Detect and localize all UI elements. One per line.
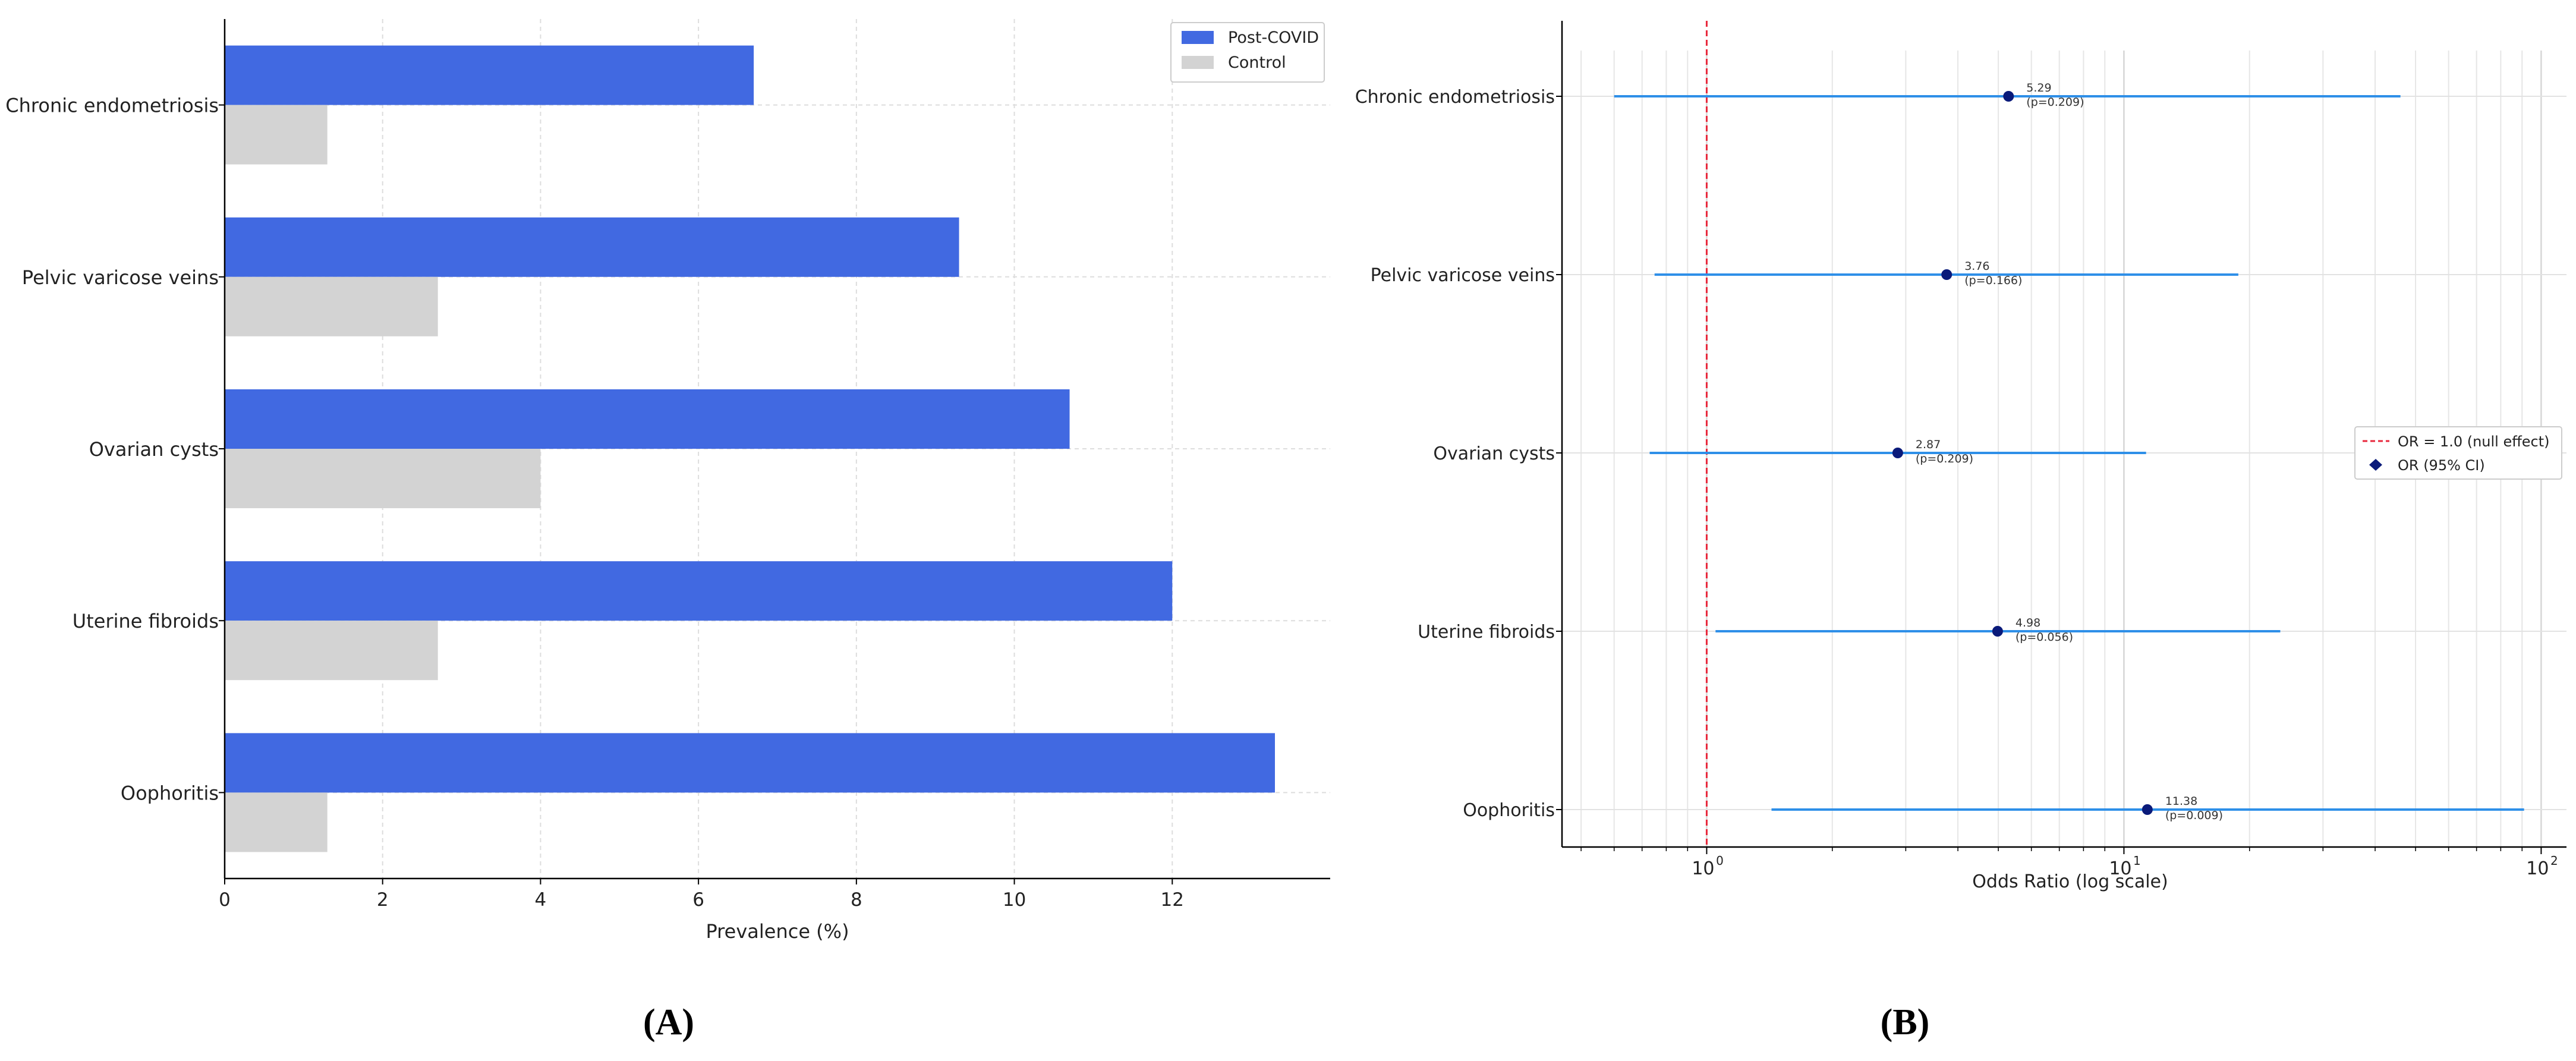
or-point-oophoritis: [2142, 804, 2153, 815]
legend-label: OR (95% CI): [2398, 457, 2485, 474]
legend: OR = 1.0 (null effect) OR (95% CI): [2354, 426, 2562, 480]
legend-label: Post-COVID: [1228, 29, 1319, 47]
or-value-label: 3.76: [1964, 260, 1989, 273]
x-tick-label: 6: [692, 889, 704, 911]
category-label: Chronic endometriosis: [1355, 87, 1555, 108]
or-point-pelvic-varicose-veins: [1941, 269, 1953, 280]
forest-plot-panel: 5.29(p=0.209)Chronic endometriosis3.76(p…: [1355, 21, 2566, 892]
bar-chart-panel: Chronic endometriosis Pelvic varicose vei…: [5, 19, 1330, 943]
p-value-label: (p=0.166): [1964, 274, 2022, 287]
x-axis-label: Prevalence (%): [706, 920, 849, 943]
bar-control-chronic-endometriosis: [225, 105, 327, 165]
bar-post-covid-uterine-fibroids: [225, 561, 1173, 621]
p-value-label: (p=0.056): [2016, 631, 2073, 644]
x-tick-label: 0: [219, 889, 231, 911]
or-point-chronic-endometriosis: [2003, 91, 2014, 102]
panel-label-a: (A): [643, 1002, 694, 1043]
category-label: Ovarian cysts: [89, 438, 219, 461]
p-value-label: (p=0.209): [2026, 96, 2084, 109]
bar-post-covid-chronic-endometriosis: [225, 45, 754, 105]
or-value-label: 2.87: [1916, 438, 1941, 451]
x-tick-exponent: 1: [2133, 854, 2141, 868]
category-label: Ovarian cysts: [1433, 443, 1555, 464]
category-label: Uterine fibroids: [1418, 622, 1555, 643]
legend-label: Control: [1228, 53, 1286, 72]
bar-post-covid-oophoritis: [225, 733, 1275, 793]
bar-post-covid-ovarian-cysts: [225, 389, 1070, 449]
x-tick-label: 10: [2109, 858, 2131, 879]
or-point-uterine-fibroids: [1992, 626, 2003, 637]
category-label: Oophoritis: [1463, 800, 1555, 821]
legend-swatch-control: [1182, 56, 1214, 69]
x-tick-label: 4: [535, 889, 547, 911]
x-tick-label: 10: [1692, 858, 1714, 879]
legend: Post-COVID Control: [1170, 22, 1325, 83]
legend-swatch-or: [2369, 459, 2382, 471]
or-value-label: 4.98: [2016, 616, 2040, 629]
bar-control-uterine-fibroids: [225, 621, 438, 681]
x-tick-label: 10: [1003, 889, 1026, 911]
legend-box: [2354, 426, 2562, 480]
or-point-ovarian-cysts: [1892, 448, 1903, 458]
bar-control-ovarian-cysts: [225, 449, 541, 508]
category-label: Chronic endometriosis: [5, 95, 219, 117]
x-tick-exponent: 0: [1716, 854, 1724, 868]
category-label: Pelvic varicose veins: [1371, 265, 1555, 286]
panel-label-b: (B): [1881, 1002, 1930, 1043]
p-value-label: (p=0.209): [1916, 452, 1973, 465]
bar-control-oophoritis: [225, 792, 327, 852]
x-tick-label: 10: [2526, 858, 2549, 879]
legend-label: OR = 1.0 (null effect): [2398, 433, 2550, 450]
category-label: Uterine fibroids: [73, 610, 219, 632]
x-axis-label: Odds Ratio (log scale): [1972, 871, 2168, 892]
p-value-label: (p=0.009): [2165, 809, 2223, 822]
bar-control-pelvic-varicose-veins: [225, 276, 438, 336]
category-label: Pelvic varicose veins: [22, 266, 219, 289]
x-tick-label: 12: [1161, 889, 1184, 911]
or-value-label: 5.29: [2026, 81, 2051, 95]
x-tick-exponent: 2: [2550, 854, 2558, 868]
x-tick-label: 8: [851, 889, 862, 911]
category-label: Oophoritis: [121, 782, 219, 804]
x-tick-label: 2: [377, 889, 389, 911]
legend-swatch-post-covid: [1182, 31, 1214, 44]
or-value-label: 11.38: [2165, 795, 2197, 808]
bar-post-covid-pelvic-varicose-veins: [225, 217, 959, 277]
